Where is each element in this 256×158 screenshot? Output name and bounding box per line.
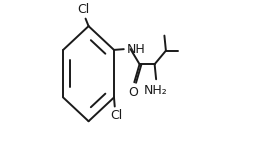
Text: NH₂: NH₂ [144,84,168,97]
Text: O: O [129,86,138,99]
Text: Cl: Cl [110,109,122,122]
Text: NH: NH [127,43,145,56]
Text: Cl: Cl [77,3,89,16]
